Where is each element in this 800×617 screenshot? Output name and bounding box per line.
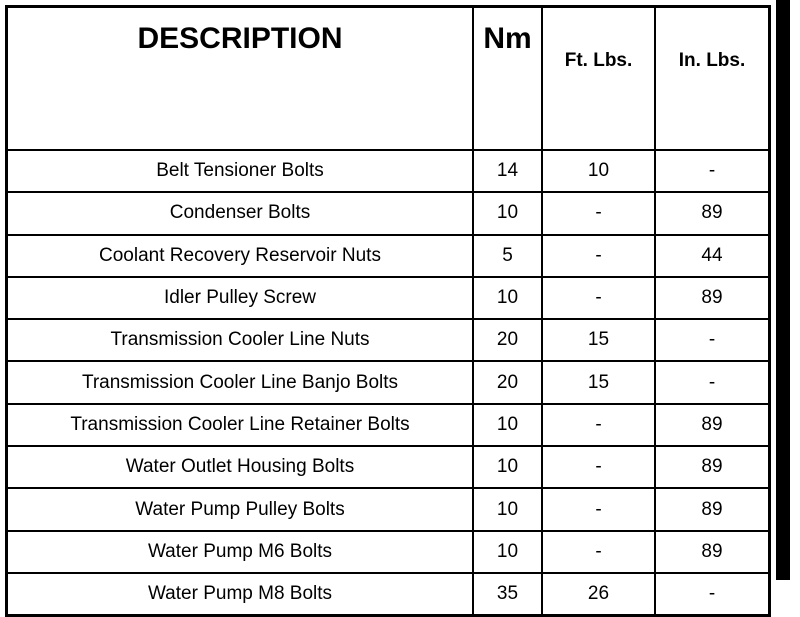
cell-in-lbs: 89 [654, 402, 771, 448]
table-row: Water Pump Pulley Bolts 10-89 [5, 487, 771, 532]
cell-nm: 10 [472, 487, 543, 532]
cell-in-lbs: 89 [654, 487, 771, 532]
cell-ft-lbs: - [541, 529, 656, 574]
right-edge-bar [776, 0, 790, 580]
cell-in-lbs: 89 [654, 275, 771, 321]
table-row: Water Outlet Housing Bolts 10-89 [5, 445, 771, 490]
cell-ft-lbs: - [541, 487, 656, 532]
cell-ft-lbs: - [541, 445, 656, 490]
cell-ft-lbs: - [541, 275, 656, 321]
cell-nm: 10 [472, 402, 543, 448]
header-description: DESCRIPTION [5, 5, 474, 151]
cell-ft-lbs: - [541, 191, 656, 236]
cell-nm: 14 [472, 148, 543, 194]
cell-description: Transmission Cooler Line Banjo Bolts [5, 360, 474, 405]
cell-description: Belt Tensioner Bolts [5, 148, 474, 194]
table-row: Water Pump M8 Bolts 35 26- [5, 571, 771, 617]
cell-description: Water Pump Pulley Bolts [5, 487, 474, 532]
cell-in-lbs: 89 [654, 529, 771, 574]
header-row: DESCRIPTION Nm Ft. Lbs. In. Lbs. [5, 5, 771, 151]
table-row: Transmission Cooler Line Nuts 20 15- [5, 318, 771, 363]
cell-ft-lbs: - [541, 233, 656, 278]
table-row: Idler Pulley Screw 10-89 [5, 275, 771, 321]
header-in-lbs: In. Lbs. [654, 5, 771, 151]
cell-in-lbs: - [654, 360, 771, 405]
cell-nm: 20 [472, 360, 543, 405]
cell-nm: 10 [472, 275, 543, 321]
torque-spec-table: DESCRIPTION Nm Ft. Lbs. In. Lbs. Belt Te… [5, 5, 771, 617]
cell-in-lbs: - [654, 318, 771, 363]
cell-nm: 20 [472, 318, 543, 363]
cell-description: Idler Pulley Screw [5, 275, 474, 321]
cell-in-lbs: 44 [654, 233, 771, 278]
table-row: Water Pump M6 Bolts 10-89 [5, 529, 771, 574]
cell-nm: 35 [472, 571, 543, 617]
cell-in-lbs: 89 [654, 191, 771, 236]
cell-description: Transmission Cooler Line Nuts [5, 318, 474, 363]
cell-description: Water Pump M8 Bolts [5, 571, 474, 617]
cell-nm: 10 [472, 191, 543, 236]
cell-description: Coolant Recovery Reservoir Nuts [5, 233, 474, 278]
cell-description: Water Pump M6 Bolts [5, 529, 474, 574]
cell-ft-lbs: - [541, 402, 656, 448]
header-nm: Nm [472, 5, 543, 151]
table-row: Condenser Bolts 10-89 [5, 191, 771, 236]
cell-in-lbs: - [654, 571, 771, 617]
cell-in-lbs: - [654, 148, 771, 194]
table-row: Transmission Cooler Line Retainer Bolts 1… [5, 402, 771, 448]
cell-ft-lbs: 26 [541, 571, 656, 617]
cell-description: Condenser Bolts [5, 191, 474, 236]
cell-description: Water Outlet Housing Bolts [5, 445, 474, 490]
table-row: Coolant Recovery Reservoir Nuts 5-44 [5, 233, 771, 278]
header-ft-lbs: Ft. Lbs. [541, 5, 656, 151]
cell-in-lbs: 89 [654, 445, 771, 490]
table-row: Belt Tensioner Bolts 14 10- [5, 148, 771, 194]
table-row: Transmission Cooler Line Banjo Bolts 20 15… [5, 360, 771, 405]
cell-description: Transmission Cooler Line Retainer Bolts [5, 402, 474, 448]
cell-ft-lbs: 10 [541, 148, 656, 194]
cell-nm: 5 [472, 233, 543, 278]
cell-ft-lbs: 15 [541, 360, 656, 405]
cell-nm: 10 [472, 445, 543, 490]
cell-ft-lbs: 15 [541, 318, 656, 363]
cell-nm: 10 [472, 529, 543, 574]
